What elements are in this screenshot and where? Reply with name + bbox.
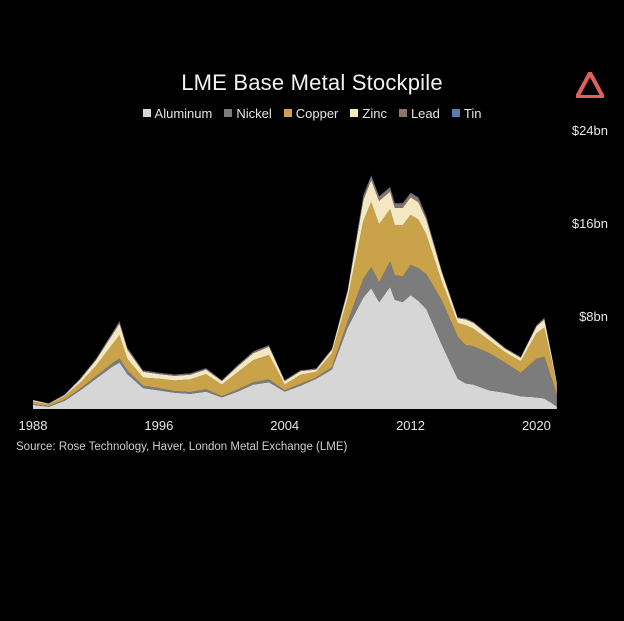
legend-label: Copper — [295, 106, 339, 121]
legend-swatch — [451, 109, 460, 117]
chart-source-note: Source: Rose Technology, Haver, London M… — [16, 441, 348, 453]
y-tick-label: $24bn — [572, 123, 608, 138]
x-tick-label: 2012 — [396, 418, 425, 433]
legend-label: Tin — [463, 106, 482, 121]
legend-item-zinc: Zinc — [350, 106, 387, 121]
chart-legend: Aluminum Nickel Copper Zinc Lead Tin — [0, 106, 624, 121]
legend-item-aluminum: Aluminum — [142, 106, 213, 121]
area-copper — [33, 202, 557, 407]
x-axis-ticks: 1988 1996 2004 2012 2020 — [19, 418, 551, 433]
legend-swatch — [283, 109, 292, 117]
legend-swatch — [350, 109, 359, 117]
legend-item-lead: Lead — [398, 106, 440, 121]
area-nickel — [33, 261, 557, 407]
legend-swatch — [398, 109, 407, 117]
chart-title: LME Base Metal Stockpile — [181, 70, 443, 95]
legend-item-copper: Copper — [283, 106, 339, 121]
legend-label: Lead — [410, 106, 440, 121]
y-axis-ticks: $8bn $16bn $24bn — [572, 123, 608, 324]
legend-label: Nickel — [236, 106, 272, 121]
brand-logo-icon — [576, 72, 604, 98]
legend-swatch — [142, 109, 151, 117]
legend-swatch — [224, 109, 233, 117]
legend-item-nickel: Nickel — [224, 106, 272, 121]
area-aluminum — [33, 286, 557, 409]
x-tick-label: 1996 — [144, 418, 173, 433]
y-tick-label: $16bn — [572, 216, 608, 231]
y-tick-label: $8bn — [579, 309, 608, 324]
stacked-area-series — [33, 175, 557, 409]
legend-label: Aluminum — [154, 106, 213, 121]
legend-item-tin: Tin — [451, 106, 482, 121]
x-tick-label: 1988 — [19, 418, 48, 433]
x-tick-label: 2004 — [270, 418, 299, 433]
legend-label: Zinc — [362, 106, 387, 121]
x-tick-label: 2020 — [522, 418, 551, 433]
